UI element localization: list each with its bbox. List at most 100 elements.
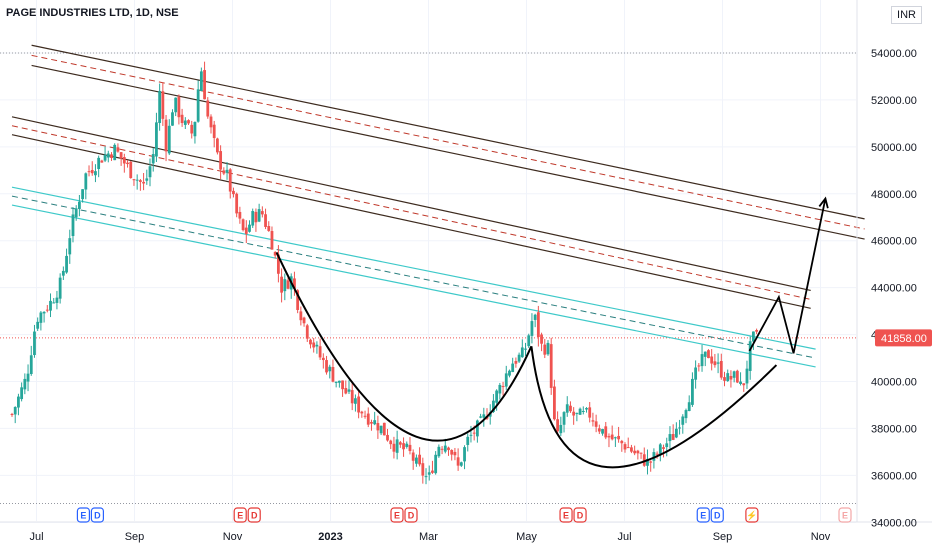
candle-body	[145, 178, 149, 181]
candle-body	[77, 201, 81, 209]
candle-body	[244, 227, 248, 234]
candle-body	[642, 454, 646, 466]
candle-body	[498, 384, 502, 394]
candle-body	[678, 427, 681, 429]
candle-body	[456, 457, 460, 466]
pattern-drawings[interactable]	[275, 196, 829, 469]
event-badge-label: D	[714, 511, 721, 521]
cup-curve-2	[530, 346, 778, 469]
price-tag-label: 41858.00	[881, 333, 927, 345]
candle-body	[106, 153, 110, 158]
candle-body	[466, 436, 470, 445]
candle-body	[74, 208, 78, 218]
candle-body	[373, 420, 377, 425]
candle-body	[389, 440, 393, 445]
time-axis[interactable]: Jul Sep Nov 2023 Mar May Jul Sep Nov	[29, 531, 830, 543]
candle-body	[241, 219, 245, 231]
currency-button[interactable]: INR	[891, 6, 922, 24]
candle-body	[700, 354, 704, 367]
candle-body	[556, 419, 560, 432]
candle-body	[100, 160, 104, 163]
candle-body	[530, 321, 534, 336]
candle-body	[212, 124, 216, 139]
price-axis[interactable]: 34000.0036000.0038000.0040000.0042000.00…	[871, 48, 917, 529]
candle-body	[337, 380, 341, 383]
candle-body	[370, 422, 373, 424]
candle-body	[710, 356, 714, 364]
event-badge	[404, 507, 418, 523]
event-badge-label: ⚡	[746, 510, 757, 522]
candle-body	[321, 357, 325, 361]
event-badge	[390, 507, 404, 523]
candle-body	[312, 342, 316, 348]
candle-body	[613, 437, 617, 439]
candle-body	[318, 346, 322, 358]
candle-body	[187, 120, 190, 124]
candle-body	[585, 408, 588, 410]
event-badge-label: D	[94, 511, 101, 521]
candle-body	[617, 435, 620, 440]
price-tick-label: 34000.00	[871, 517, 917, 529]
candle-body	[17, 396, 20, 408]
candle-body	[520, 347, 524, 358]
candle-body	[302, 317, 306, 324]
candle-body	[363, 415, 367, 417]
candle-body	[482, 414, 486, 418]
candle-body	[588, 407, 592, 418]
grid-lines	[0, 0, 856, 523]
candle-body	[610, 434, 614, 440]
candle-body	[543, 344, 547, 355]
time-tick-label: Sep	[713, 531, 733, 543]
candle-body	[293, 278, 296, 289]
event-badge-label: D	[577, 511, 584, 521]
candle-body	[103, 154, 107, 161]
candle-body	[501, 386, 505, 388]
event-badge	[710, 507, 724, 523]
candle-body	[745, 368, 749, 384]
candle-body	[726, 373, 730, 382]
channel-drawings[interactable]	[11, 44, 865, 368]
candle-body	[225, 169, 229, 173]
event-badge	[76, 507, 91, 523]
candle-body	[219, 151, 223, 170]
candle-body	[167, 125, 171, 154]
candle-body	[283, 279, 287, 292]
price-tick-label: 44000.00	[871, 283, 917, 295]
candle-body	[68, 238, 72, 255]
price-tick-label: 40000.00	[871, 376, 917, 388]
candle-body	[652, 452, 656, 461]
candle-body	[190, 124, 194, 134]
candle-body	[751, 331, 755, 342]
time-tick-label: Jul	[29, 531, 43, 543]
candlestick-series[interactable]	[10, 61, 759, 485]
projection-path	[748, 198, 827, 354]
current-price-tag: 41858.00	[875, 329, 932, 347]
candle-body	[443, 445, 447, 452]
candle-body	[254, 211, 258, 223]
candle-body	[228, 169, 232, 192]
candle-body	[395, 439, 399, 453]
candle-body	[508, 370, 511, 376]
candle-body	[26, 373, 30, 382]
candle-body	[739, 381, 742, 384]
event-badge	[838, 507, 852, 523]
event-badge	[247, 507, 261, 523]
candle-body	[232, 190, 235, 195]
candle-body	[286, 280, 290, 289]
candle-body	[694, 367, 698, 380]
candle-body	[630, 447, 633, 452]
candle-body	[601, 429, 604, 434]
candle-body	[434, 454, 438, 474]
candle-body	[315, 344, 319, 347]
candle-body	[151, 154, 155, 164]
candle-body	[341, 380, 344, 390]
candle-body	[10, 413, 14, 415]
candle-body	[658, 444, 662, 454]
candle-body	[148, 166, 152, 178]
candle-body	[475, 420, 479, 437]
candle-body	[665, 443, 669, 448]
candle-body	[662, 447, 665, 449]
candle-body	[681, 416, 685, 425]
candle-body	[357, 396, 361, 413]
